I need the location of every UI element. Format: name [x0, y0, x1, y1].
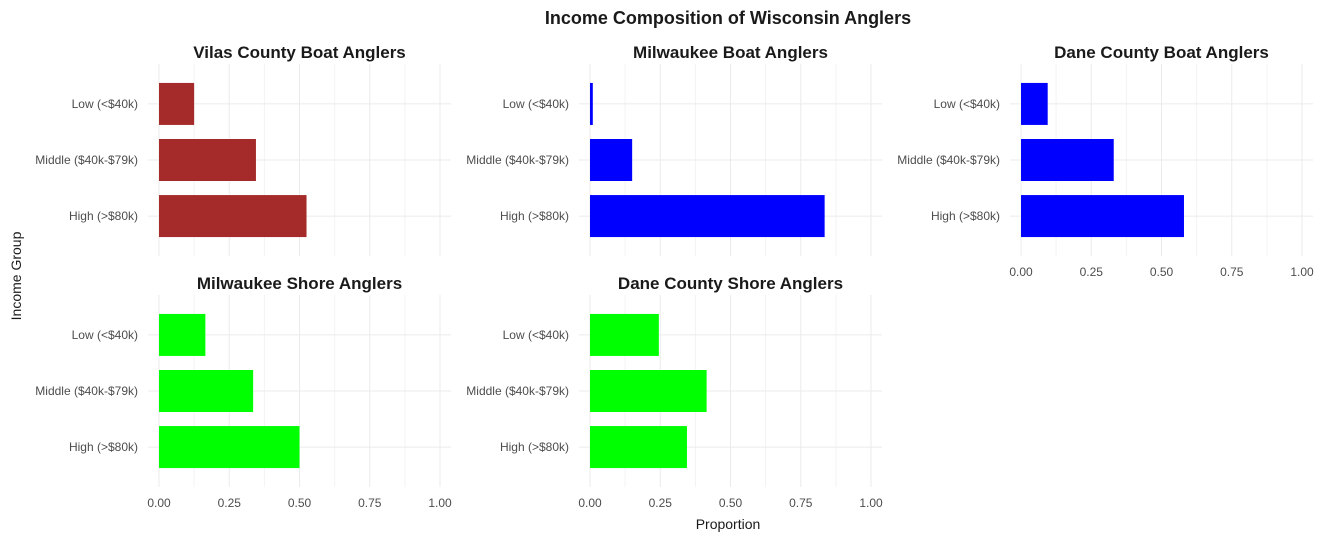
panel-title: Milwaukee Shore Anglers [197, 274, 402, 293]
panel-5: Low (<$40k) Middle ($40k-$79k) High (>$80k… [466, 274, 883, 510]
bar [159, 370, 254, 412]
y-tick-label: High (>$80k) [500, 209, 569, 223]
y-tick-label: Middle ($40k-$79k) [35, 153, 138, 167]
chart-title: Income Composition of Wisconsin Anglers [545, 8, 911, 28]
panel-1: Low (<$40k) Middle ($40k-$79k) High (>$80k… [35, 43, 451, 256]
x-tick-label: 1.00 [859, 496, 883, 510]
x-tick-label: 0.25 [649, 496, 673, 510]
x-tick-label: 0.50 [1150, 265, 1174, 279]
x-axis-title: Proportion [696, 516, 761, 532]
y-tick-label: Middle ($40k-$79k) [897, 153, 1000, 167]
x-tick-label: 0.50 [288, 496, 312, 510]
panel-3: Low (<$40k) Middle ($40k-$79k) High (>$80k… [897, 43, 1314, 279]
y-tick-label: Low (<$40k) [503, 97, 569, 111]
y-tick-label: Low (<$40k) [72, 328, 138, 342]
bar [1021, 195, 1184, 238]
y-tick-label: Low (<$40k) [72, 97, 138, 111]
bar [159, 313, 206, 356]
y-tick-label: High (>$80k) [500, 440, 569, 454]
panel-title: Dane County Boat Anglers [1054, 43, 1269, 62]
x-tick-label: 0.50 [719, 496, 743, 510]
bar [590, 82, 593, 125]
y-tick-label: Low (<$40k) [503, 328, 569, 342]
bar [159, 426, 300, 469]
x-tick-label: 1.00 [1290, 265, 1314, 279]
x-tick-label: 0.25 [1080, 265, 1104, 279]
x-tick-label: 0.00 [1009, 265, 1033, 279]
y-tick-label: Middle ($40k-$79k) [466, 384, 569, 398]
panel-title: Milwaukee Boat Anglers [633, 43, 828, 62]
x-tick-label: 0.75 [358, 496, 382, 510]
panel-2: Low (<$40k) Middle ($40k-$79k) High (>$80k… [466, 43, 882, 256]
bar [590, 426, 687, 469]
x-tick-label: 0.75 [789, 496, 813, 510]
y-tick-label: High (>$80k) [931, 209, 1000, 223]
panel-title: Dane County Shore Anglers [618, 274, 843, 293]
y-tick-label: Middle ($40k-$79k) [35, 384, 138, 398]
x-tick-label: 0.75 [1220, 265, 1244, 279]
bar [1021, 82, 1048, 125]
bar [590, 139, 633, 181]
bar [159, 195, 307, 238]
bar [159, 82, 195, 125]
y-tick-label: Low (<$40k) [934, 97, 1000, 111]
x-tick-label: 0.25 [218, 496, 242, 510]
bar [159, 139, 256, 181]
y-tick-label: Middle ($40k-$79k) [466, 153, 569, 167]
panel-4: Low (<$40k) Middle ($40k-$79k) High (>$80k… [35, 274, 452, 510]
bar [590, 195, 825, 238]
bar [590, 313, 659, 356]
bar [1021, 139, 1114, 181]
x-tick-label: 1.00 [428, 496, 452, 510]
panel-title: Vilas County Boat Anglers [193, 43, 406, 62]
x-tick-label: 0.00 [578, 496, 602, 510]
y-axis-title: Income Group [8, 231, 24, 320]
bar [590, 370, 707, 412]
y-tick-label: High (>$80k) [69, 440, 138, 454]
panels-layer: Low (<$40k) Middle ($40k-$79k) High (>$80k… [35, 43, 1314, 510]
x-tick-label: 0.00 [147, 496, 171, 510]
y-tick-label: High (>$80k) [69, 209, 138, 223]
